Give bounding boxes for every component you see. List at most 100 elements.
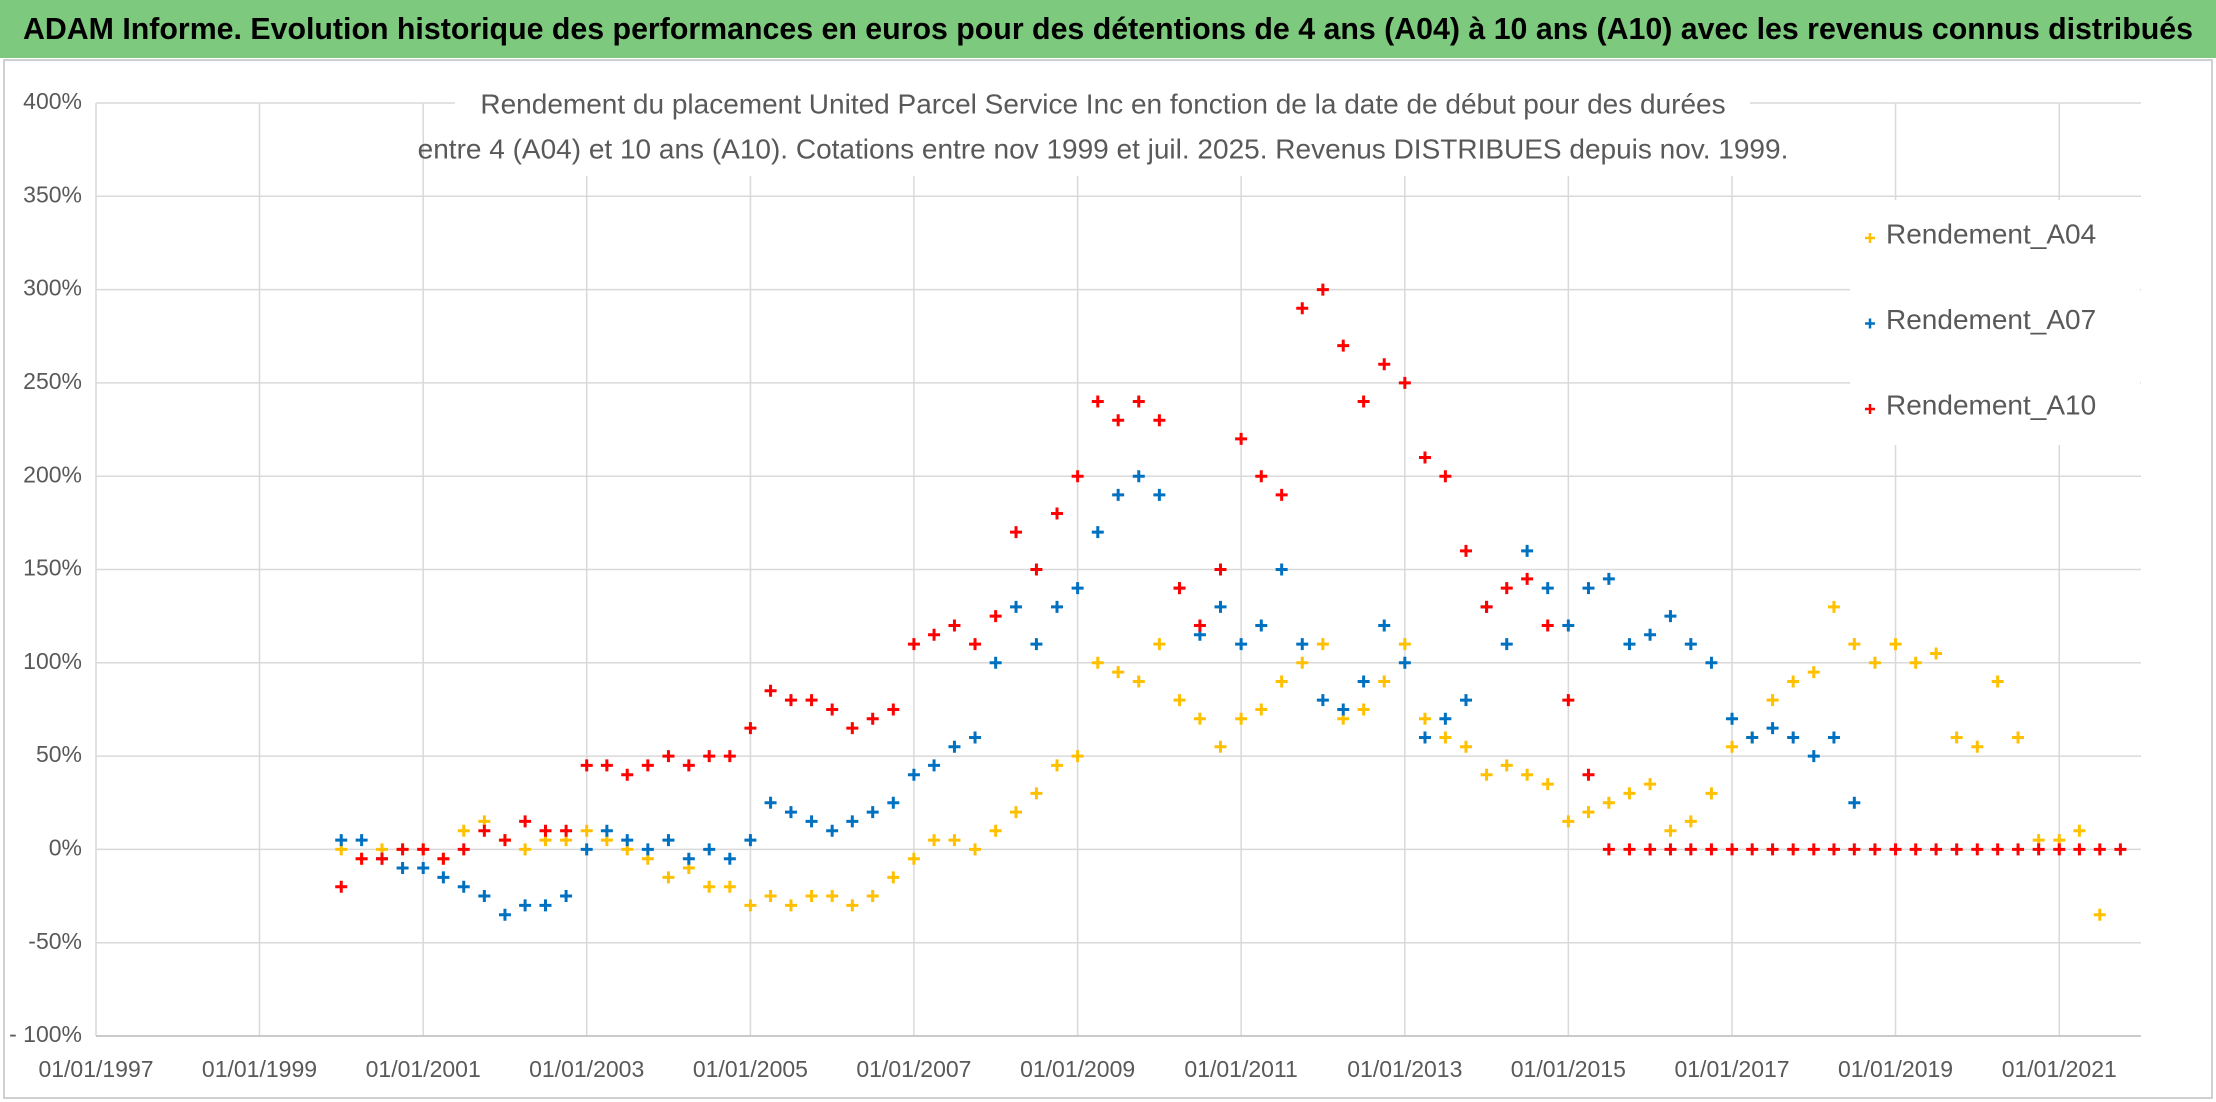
point [1255,470,1268,483]
point [1623,843,1636,856]
point [1439,470,1452,483]
point [417,862,430,875]
x-tick-label: 01/01/1997 [38,1056,153,1082]
point [805,815,818,828]
point [1214,600,1227,613]
x-tick-label: 01/01/2009 [1020,1056,1135,1082]
point [1623,638,1636,651]
point [1378,619,1391,632]
point [948,740,961,753]
point [1889,843,1902,856]
point [1521,768,1534,781]
point [1275,563,1288,576]
chart-title: Rendement du placement United Parcel Ser… [480,88,1725,119]
x-tick-label: 01/01/2003 [529,1056,644,1082]
point [1071,470,1084,483]
point [662,750,675,763]
point [1051,507,1064,520]
point [539,899,552,912]
point [1766,694,1779,707]
point [641,759,654,772]
point [1541,778,1554,791]
point [1010,526,1023,539]
point [866,712,879,725]
y-tick-label: - 100% [9,1021,82,1047]
point [1848,843,1861,856]
point [826,824,839,837]
point [1051,600,1064,613]
point [1582,768,1595,781]
x-tick-label: 01/01/2001 [366,1056,481,1082]
point [1091,395,1104,408]
point [1418,451,1431,464]
point [1459,740,1472,753]
point [887,871,900,884]
point [560,824,573,837]
x-tick-label: 01/01/2011 [1184,1056,1297,1082]
point [621,768,634,781]
point [1766,722,1779,735]
point [580,824,593,837]
point [457,824,470,837]
point [764,684,777,697]
point [1439,712,1452,725]
point [682,759,695,772]
point [1480,600,1493,613]
point [1644,778,1657,791]
point [1787,675,1800,688]
point [1500,759,1513,772]
point [355,834,368,847]
point [1275,675,1288,688]
point [1991,675,2004,688]
legend-marker [1865,404,1875,414]
point [1235,638,1248,651]
point [1112,414,1125,427]
point [948,619,961,632]
point [826,703,839,716]
point [396,862,409,875]
point [969,638,982,651]
point [1868,843,1881,856]
point [1726,843,1739,856]
point [478,890,491,903]
point [1459,694,1472,707]
point [1746,843,1759,856]
point [1398,656,1411,669]
point [662,834,675,847]
point [2073,824,2086,837]
point [1950,731,1963,744]
point [1418,731,1431,744]
y-tick-label: 0% [49,834,82,860]
point [1705,843,1718,856]
point [580,843,593,856]
point [1418,712,1431,725]
point [539,824,552,837]
point [1602,843,1615,856]
point [1562,619,1575,632]
y-tick-label: 100% [23,648,82,674]
point [1746,731,1759,744]
point [1909,656,1922,669]
point [1889,638,1902,651]
point [519,843,532,856]
point [1153,414,1166,427]
point [1705,656,1718,669]
point [519,899,532,912]
point [784,694,797,707]
point [621,834,634,847]
point [1132,675,1145,688]
point [1582,806,1595,819]
point [764,890,777,903]
point [1071,582,1084,595]
plot-area: - 100% -50% 0% 50% 100% 150% 200% 250% 300% 350% 4… [9,88,2141,1082]
y-tick-label: -50% [28,928,82,954]
point [1173,582,1186,595]
legend-box [1850,200,2140,445]
point [703,750,716,763]
point [723,852,736,865]
point [355,852,368,865]
point [1010,600,1023,613]
point [2032,843,2045,856]
point [478,824,491,837]
legend-marker [1865,318,1875,329]
